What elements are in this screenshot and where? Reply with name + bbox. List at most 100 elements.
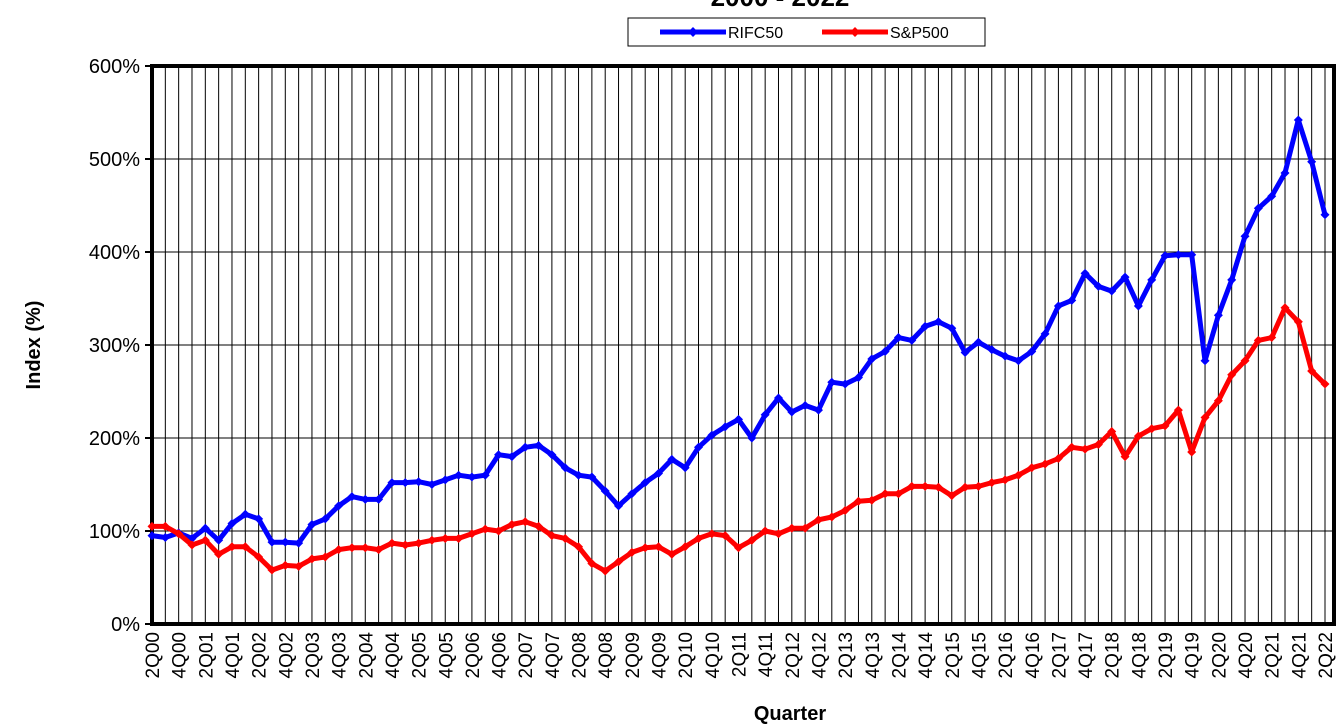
x-tick-label: 2Q00 bbox=[143, 632, 164, 678]
x-tick-label: 2Q22 bbox=[1316, 632, 1336, 678]
data-point bbox=[987, 345, 997, 355]
x-tick-label: 2Q14 bbox=[889, 632, 910, 679]
x-tick-label: 4Q19 bbox=[1183, 632, 1204, 678]
data-point bbox=[414, 477, 424, 487]
x-tick-label: 4Q01 bbox=[223, 632, 244, 678]
data-point bbox=[320, 514, 330, 524]
data-point bbox=[200, 535, 210, 545]
data-point bbox=[280, 537, 290, 547]
data-point bbox=[720, 422, 730, 432]
data-point bbox=[214, 535, 224, 545]
legend-marker bbox=[688, 27, 698, 37]
data-point bbox=[827, 377, 837, 387]
data-point bbox=[973, 337, 983, 347]
data-point bbox=[560, 463, 570, 473]
x-tick-label: 2Q17 bbox=[1049, 632, 1070, 678]
data-point bbox=[507, 452, 517, 462]
data-point bbox=[254, 552, 264, 562]
data-point bbox=[827, 512, 837, 522]
data-point bbox=[654, 468, 664, 478]
data-point bbox=[547, 531, 557, 541]
data-point bbox=[160, 521, 170, 531]
x-tick-label: 4Q05 bbox=[436, 632, 457, 678]
data-point bbox=[520, 442, 530, 452]
data-point bbox=[467, 529, 477, 539]
data-point bbox=[933, 317, 943, 327]
data-point bbox=[867, 495, 877, 505]
legend-marker bbox=[850, 27, 860, 37]
data-point bbox=[174, 529, 184, 539]
data-point bbox=[1000, 351, 1010, 361]
data-point bbox=[1187, 250, 1197, 260]
data-point bbox=[893, 489, 903, 499]
x-tick-label: 4Q14 bbox=[916, 632, 937, 679]
y-tick-label: 600% bbox=[89, 56, 140, 78]
x-tick-label: 2Q10 bbox=[676, 632, 697, 678]
data-point bbox=[280, 560, 290, 570]
data-point bbox=[1147, 275, 1157, 285]
data-point bbox=[414, 538, 424, 548]
data-point bbox=[1320, 210, 1330, 220]
data-point bbox=[334, 545, 344, 555]
x-tick-label: 2Q20 bbox=[1209, 632, 1230, 678]
data-point bbox=[1293, 317, 1303, 327]
data-point bbox=[907, 481, 917, 491]
data-point bbox=[307, 519, 317, 529]
data-point bbox=[640, 478, 650, 488]
data-point bbox=[800, 523, 810, 533]
data-point bbox=[347, 492, 357, 502]
data-point bbox=[907, 335, 917, 345]
y-tick-label: 300% bbox=[89, 335, 140, 357]
data-point bbox=[147, 521, 157, 531]
data-point bbox=[200, 523, 210, 533]
data-point bbox=[614, 557, 624, 567]
x-tick-label: 2Q21 bbox=[1263, 632, 1284, 678]
x-tick-label: 4Q06 bbox=[490, 632, 511, 678]
data-point bbox=[773, 529, 783, 539]
x-tick-label: 4Q16 bbox=[1023, 632, 1044, 678]
data-point bbox=[1067, 295, 1077, 305]
data-point bbox=[1320, 379, 1330, 389]
data-point bbox=[1080, 268, 1090, 278]
data-point bbox=[227, 542, 237, 552]
x-tick-label: 4Q02 bbox=[276, 632, 297, 678]
data-point bbox=[800, 400, 810, 410]
data-point bbox=[387, 478, 397, 488]
data-point bbox=[1133, 431, 1143, 441]
data-point bbox=[1253, 203, 1263, 213]
data-point bbox=[600, 486, 610, 496]
data-point bbox=[1013, 356, 1023, 366]
x-tick-label: 4Q07 bbox=[543, 632, 564, 678]
x-tick-label: 2Q01 bbox=[196, 632, 217, 678]
data-point bbox=[694, 533, 704, 543]
x-tick-label: 4Q18 bbox=[1129, 632, 1150, 678]
data-point bbox=[1067, 442, 1077, 452]
data-point bbox=[1280, 168, 1290, 178]
data-point bbox=[1173, 250, 1183, 260]
data-point bbox=[773, 393, 783, 403]
data-point bbox=[1013, 470, 1023, 480]
data-point bbox=[187, 540, 197, 550]
data-point bbox=[440, 475, 450, 485]
data-point bbox=[960, 482, 970, 492]
x-tick-label: 2Q11 bbox=[730, 632, 751, 677]
data-point bbox=[480, 470, 490, 480]
data-point bbox=[1040, 329, 1050, 339]
data-point bbox=[880, 347, 890, 357]
y-tick-label: 400% bbox=[89, 242, 140, 264]
data-point bbox=[1200, 413, 1210, 423]
data-point bbox=[813, 515, 823, 525]
data-point bbox=[734, 414, 743, 424]
data-point bbox=[1160, 251, 1170, 261]
data-point bbox=[320, 552, 330, 562]
data-point bbox=[1107, 426, 1117, 436]
data-point bbox=[680, 542, 690, 552]
y-tick-label: 500% bbox=[89, 149, 140, 171]
data-point bbox=[494, 526, 504, 536]
x-tick-label: 2Q03 bbox=[303, 632, 324, 678]
data-point bbox=[694, 442, 704, 452]
data-point bbox=[880, 489, 890, 499]
x-tick-label: 4Q09 bbox=[650, 632, 671, 678]
